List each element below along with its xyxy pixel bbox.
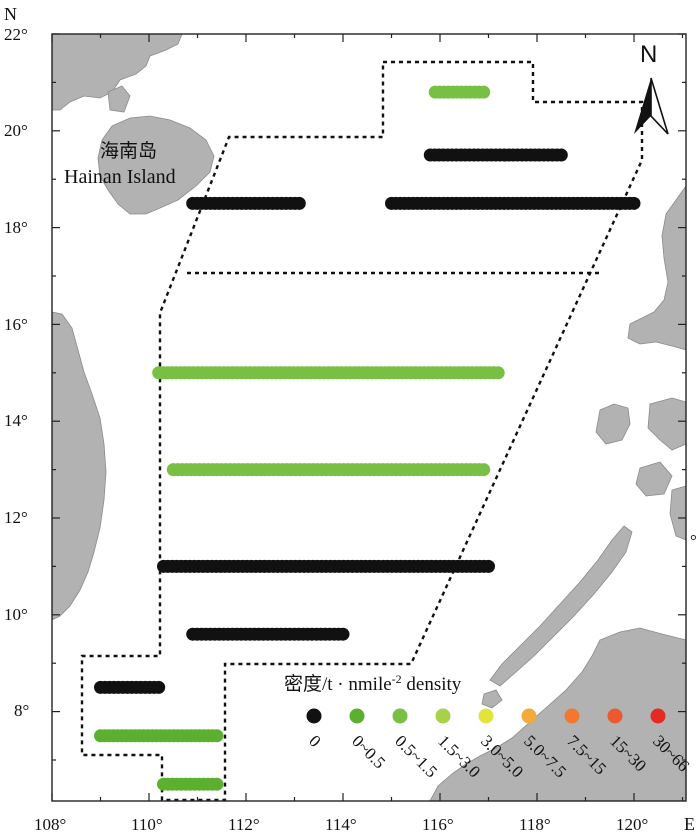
lat-label-8: 8°	[14, 701, 29, 720]
luzon-island	[627, 184, 687, 351]
track-point	[491, 366, 505, 380]
north-arrow-right-half	[650, 77, 669, 135]
north-axis-letter: N	[4, 4, 17, 24]
hainan-label-en: Hainan Island	[64, 166, 176, 188]
legend-swatch	[564, 708, 580, 724]
panay-island	[635, 461, 673, 497]
hainan-label-cn: 海南岛	[100, 140, 157, 162]
latitude-labels: 22° 20° 18° 16° 14° 12° 10° 8°	[4, 25, 29, 720]
north-arrow: N	[634, 41, 669, 135]
legend-swatch	[349, 708, 365, 724]
lat-label-10: 10°	[4, 605, 28, 624]
palawan-island	[489, 525, 633, 687]
legend-swatch	[478, 708, 494, 724]
longitude-labels: 108° 110° 112° 114° 116° 118° 120°	[34, 815, 648, 834]
legend-title-suffix: density	[402, 674, 462, 695]
negros-island	[669, 485, 687, 541]
indochina-coast	[51, 311, 107, 621]
survey-area-boundary	[80, 60, 644, 802]
mindoro-island	[595, 403, 631, 445]
track-point	[482, 559, 495, 573]
track-point	[210, 729, 224, 743]
legend-title: 密度/t · nmile-2 density	[284, 672, 462, 695]
track-point	[477, 463, 491, 477]
map-frame	[51, 33, 687, 802]
balabac-island	[481, 689, 503, 709]
lon-label-120: 120°	[616, 815, 648, 834]
lat-label-14: 14°	[4, 411, 28, 430]
legend-swatch	[650, 708, 666, 724]
hainan-island-shape	[97, 115, 215, 215]
lat-label-22: 22°	[4, 25, 28, 44]
lon-label-116: 116°	[422, 815, 454, 834]
lat-label-20: 20°	[4, 121, 28, 140]
north-arrow-letter: N	[640, 41, 657, 68]
lon-label-112: 112°	[228, 815, 260, 834]
east-axis-letter: E	[684, 814, 695, 834]
legend-title-prefix: 密度/t · nmile	[284, 673, 392, 695]
tick-marks	[51, 33, 686, 801]
mainland-china-coast	[51, 33, 183, 111]
legend-title-superscript: -2	[392, 672, 402, 686]
legend-swatch	[392, 708, 408, 724]
north-arrow-left-half	[634, 78, 651, 134]
track-point	[477, 85, 491, 99]
visayas-islands	[647, 397, 687, 451]
track-point	[554, 148, 568, 162]
track-point	[292, 196, 306, 210]
track-point	[210, 777, 224, 791]
track-point	[627, 196, 641, 210]
lon-label-108: 108°	[34, 815, 66, 834]
legend-swatch	[435, 708, 451, 724]
track-point	[152, 680, 166, 694]
lat-label-16: 16°	[4, 315, 28, 334]
lon-label-118: 118°	[519, 815, 551, 834]
lon-label-114: 114°	[325, 815, 357, 834]
leizhou-peninsula	[107, 85, 131, 113]
legend-swatch	[521, 708, 537, 724]
right-edge-mark: °	[690, 531, 697, 550]
lon-label-110: 110°	[131, 815, 163, 834]
legend-swatch	[306, 708, 322, 724]
borneo-coast	[429, 627, 687, 802]
legend-swatch	[607, 708, 623, 724]
track-point	[336, 627, 350, 641]
lat-label-18: 18°	[4, 218, 28, 237]
survey-track-points	[94, 85, 641, 791]
land-masses	[51, 33, 687, 802]
lat-label-12: 12°	[4, 508, 28, 527]
